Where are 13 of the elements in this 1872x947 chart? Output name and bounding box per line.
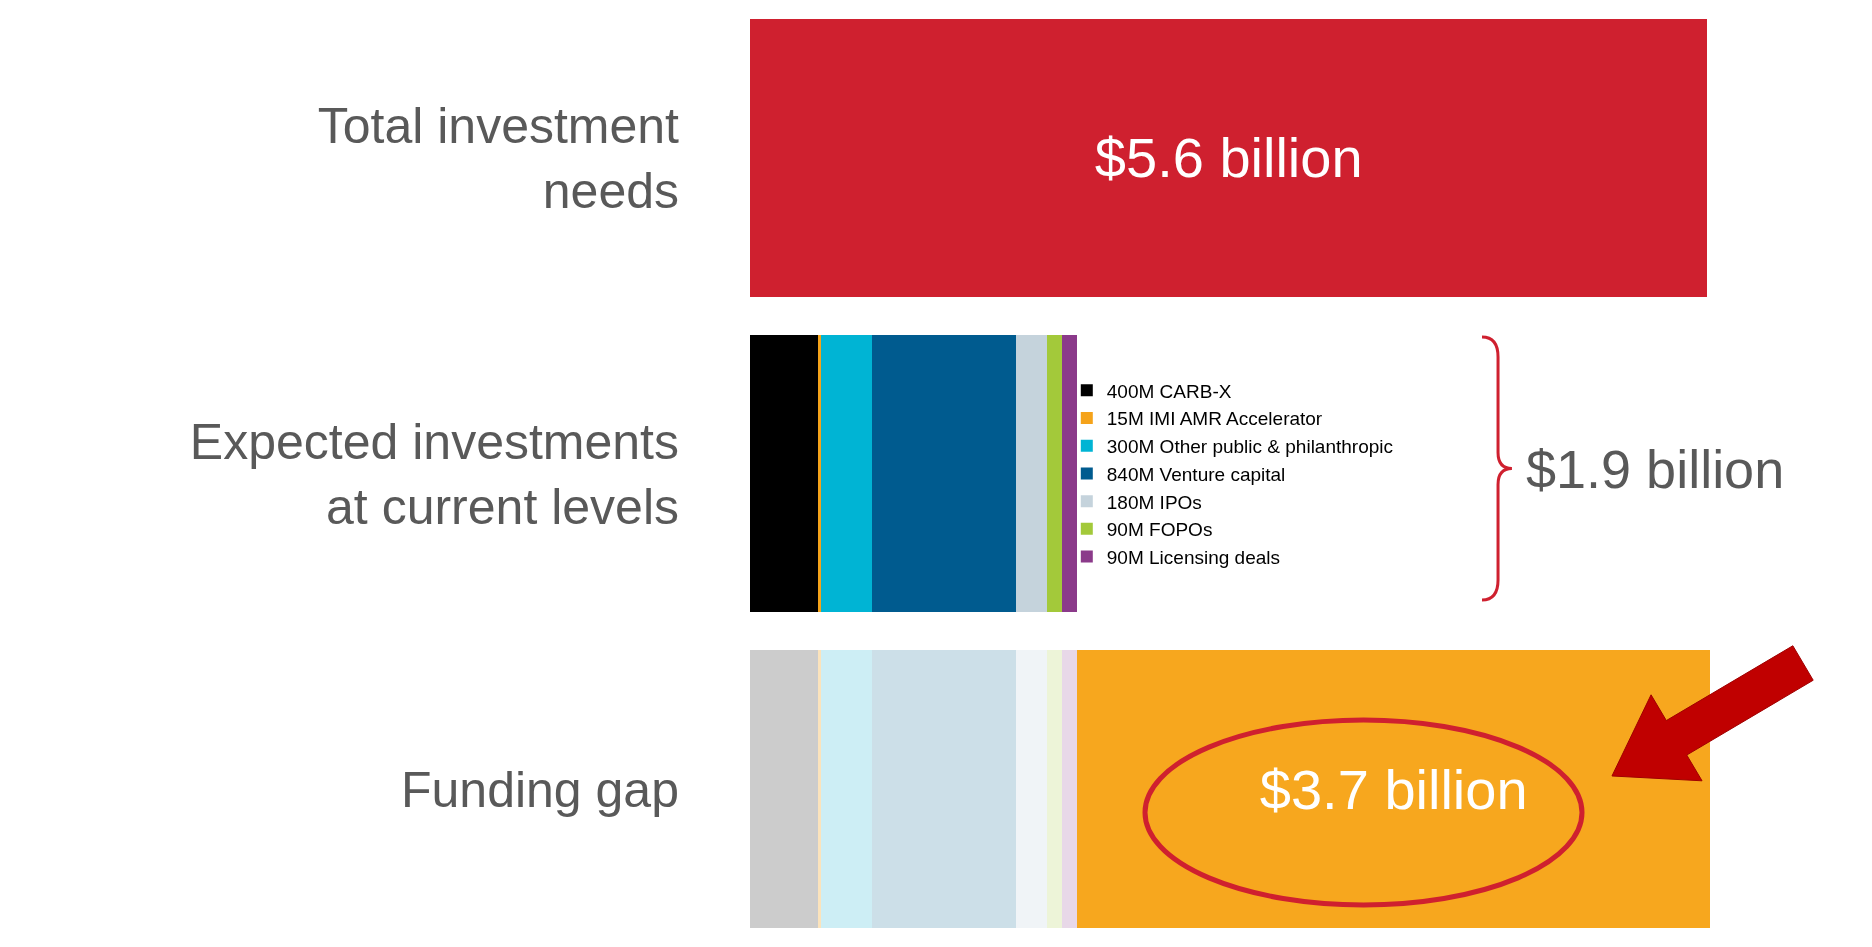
annotation: $1.9 billion: [1526, 439, 1785, 499]
y-tick-label: Total investment needs: [317, 97, 680, 219]
legend-label: 300M Other public & philanthropic: [1106, 436, 1394, 458]
y-tick-label: Funding gap: [400, 761, 679, 818]
legend-label: 15M IMI AMR Accelerator: [1106, 408, 1323, 430]
legend-label: 90M Licensing deals: [1106, 546, 1281, 568]
y-tick-label: Expected investments at current levels: [189, 413, 679, 535]
legend-label: 90M FOPOs: [1106, 519, 1213, 541]
legend-label: 400M CARB-X: [1106, 380, 1232, 402]
data-label: $5.6 billion: [1094, 126, 1363, 190]
legend-label: 840M Venture capital: [1106, 463, 1286, 485]
data-label: $3.7 billion: [1259, 757, 1528, 821]
legend-label: 180M IPOs: [1106, 491, 1202, 513]
